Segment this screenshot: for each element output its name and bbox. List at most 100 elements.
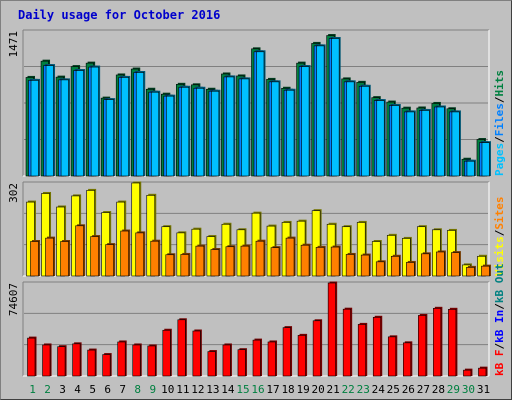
day-label: 24 bbox=[372, 383, 386, 396]
kb-f-bar bbox=[267, 341, 276, 377]
day-label: 14 bbox=[221, 383, 235, 396]
kb-f-bar bbox=[207, 351, 216, 377]
pages-bar bbox=[451, 111, 460, 177]
kb-f-bar bbox=[132, 344, 141, 377]
kb-f-bar bbox=[297, 335, 306, 377]
day-label: 13 bbox=[206, 383, 219, 396]
day-label: 18 bbox=[281, 383, 294, 396]
legend-entry: kB In bbox=[493, 310, 506, 343]
sites-bar bbox=[75, 225, 84, 277]
kb-f-bar bbox=[42, 344, 51, 377]
pages-bar bbox=[286, 89, 295, 177]
day-label: 6 bbox=[104, 383, 111, 396]
kb-f-bar bbox=[102, 354, 111, 377]
kb-f-bar bbox=[72, 343, 81, 377]
day-label: 28 bbox=[432, 383, 445, 396]
legend-entry: Pages bbox=[493, 143, 506, 176]
pages-bar bbox=[421, 110, 430, 177]
day-label: 26 bbox=[402, 383, 415, 396]
day-label: 25 bbox=[387, 383, 400, 396]
sites-bar bbox=[406, 262, 415, 277]
day-label: 3 bbox=[59, 383, 66, 396]
pages-bar bbox=[30, 80, 39, 177]
sites-bar bbox=[225, 246, 235, 277]
day-label: 9 bbox=[149, 383, 156, 396]
kb-f-bar bbox=[342, 308, 351, 377]
pages-bar bbox=[316, 45, 325, 177]
panel-3-legend: kB F/kB In/kB Out bbox=[493, 263, 506, 376]
kb-f-bar bbox=[418, 315, 427, 377]
sites-bar bbox=[120, 230, 129, 277]
day-label: 11 bbox=[176, 383, 189, 396]
legend-entry: / bbox=[493, 343, 506, 350]
panel-2-legend: Visits/Sites bbox=[493, 197, 506, 277]
pages-bar bbox=[436, 106, 445, 177]
legend-entry: / bbox=[493, 303, 506, 310]
pages-bar bbox=[301, 66, 310, 177]
pages-bar bbox=[75, 70, 84, 177]
sites-bar bbox=[150, 240, 160, 277]
sites-bar bbox=[481, 265, 490, 277]
pages-bar bbox=[256, 51, 265, 177]
day-label: 12 bbox=[191, 383, 204, 396]
sites-bar bbox=[105, 244, 114, 277]
pages-bar bbox=[271, 81, 280, 177]
kb-f-bar bbox=[57, 346, 66, 377]
sites-bar bbox=[255, 240, 265, 277]
pages-bar bbox=[466, 160, 475, 177]
kb-f-bar bbox=[327, 282, 336, 377]
sites-bar bbox=[421, 253, 430, 277]
day-label: 29 bbox=[447, 383, 460, 396]
day-label: 21 bbox=[327, 383, 340, 396]
kb-f-bar bbox=[222, 344, 231, 377]
sites-bar bbox=[195, 245, 205, 277]
pages-bar bbox=[226, 76, 235, 177]
sites-bar bbox=[436, 251, 445, 277]
sites-bar bbox=[451, 252, 460, 277]
pages-bar bbox=[105, 99, 114, 177]
pages-bar bbox=[211, 90, 220, 177]
day-label: 31 bbox=[477, 383, 490, 396]
pages-bar bbox=[331, 38, 340, 177]
sites-bar bbox=[135, 232, 145, 277]
kb-f-bar bbox=[177, 319, 186, 377]
chart-title: Daily usage for October 2016 bbox=[18, 8, 221, 22]
day-label: 19 bbox=[296, 383, 309, 396]
pages-bar bbox=[361, 85, 370, 177]
legend-entry: kB F bbox=[493, 350, 506, 377]
pages-bar bbox=[181, 86, 190, 177]
pages-bar bbox=[90, 66, 99, 177]
sites-bar bbox=[30, 241, 39, 277]
day-label: 27 bbox=[417, 383, 430, 396]
legend-entry: / bbox=[493, 96, 506, 103]
sites-bar bbox=[270, 247, 280, 277]
panel-1-ymax-label: 1471 bbox=[7, 31, 20, 58]
kb-f-bar bbox=[478, 367, 487, 377]
kb-f-bar bbox=[403, 342, 412, 377]
kb-f-bar bbox=[357, 324, 367, 377]
sites-bar bbox=[466, 267, 475, 277]
day-label: 1 bbox=[29, 383, 36, 396]
day-label: 15 bbox=[236, 383, 249, 396]
day-label: 17 bbox=[266, 383, 279, 396]
pages-bar bbox=[481, 142, 490, 177]
sites-bar bbox=[315, 247, 325, 277]
legend-entry: Hits bbox=[493, 70, 506, 97]
pages-bar bbox=[391, 105, 400, 177]
day-label: 7 bbox=[119, 383, 126, 396]
sites-bar bbox=[375, 261, 385, 277]
legend-entry: / bbox=[493, 229, 506, 236]
kb-f-bar bbox=[463, 369, 472, 377]
panel-1-legend: Pages/Files/Hits bbox=[493, 70, 506, 176]
legend-entry: kB Out bbox=[493, 263, 506, 303]
sites-bar bbox=[240, 245, 250, 277]
sites-bar bbox=[210, 249, 220, 277]
sites-bar bbox=[90, 236, 99, 277]
kb-f-bar bbox=[387, 336, 397, 377]
kb-f-bar bbox=[433, 308, 442, 377]
sites-bar bbox=[180, 254, 190, 277]
day-label: 16 bbox=[251, 383, 264, 396]
day-label: 23 bbox=[357, 383, 370, 396]
panel-2-ymax-label: 302 bbox=[7, 183, 20, 203]
